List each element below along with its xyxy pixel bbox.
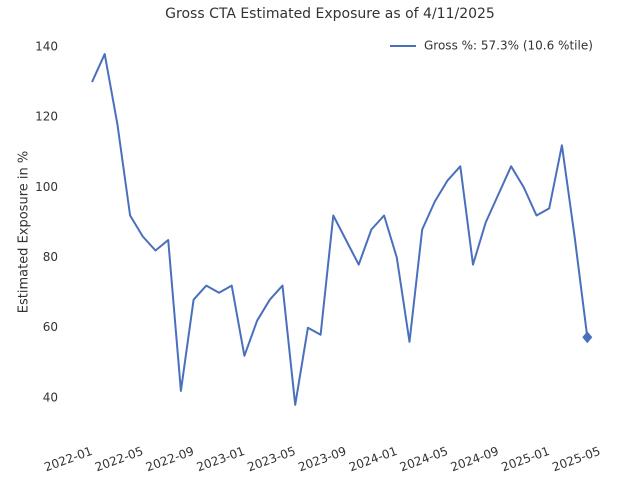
legend-label: Gross %: 57.3% (10.6 %tile) <box>424 39 593 53</box>
series-line <box>91 53 589 406</box>
y-tick-label: 140 <box>35 40 58 54</box>
x-tick-label: 2022-05 <box>93 444 145 474</box>
chart-title: Gross CTA Estimated Exposure as of 4/11/… <box>165 6 495 22</box>
x-tick-label: 2022-09 <box>144 444 196 474</box>
y-axis-label: Estimated Exposure in % <box>17 151 32 313</box>
y-tick-label: 80 <box>43 250 58 264</box>
x-tick-label: 2025-05 <box>550 444 602 474</box>
x-tick-label: 2023-01 <box>195 444 247 474</box>
y-tick-label: 40 <box>43 390 58 404</box>
y-tick-label: 120 <box>35 110 58 124</box>
last-point-marker <box>582 331 593 344</box>
x-tick-label: 2022-01 <box>42 444 94 474</box>
y-tick-label: 60 <box>43 320 58 334</box>
x-tick-label: 2024-01 <box>347 444 399 474</box>
x-tick-label: 2024-05 <box>398 444 450 474</box>
y-tick-label: 100 <box>35 180 58 194</box>
x-tick-label: 2025-01 <box>500 444 552 474</box>
x-tick-label: 2023-05 <box>246 444 298 474</box>
x-tick-label: 2024-09 <box>449 444 501 474</box>
x-tick-label: 2023-09 <box>296 444 348 474</box>
